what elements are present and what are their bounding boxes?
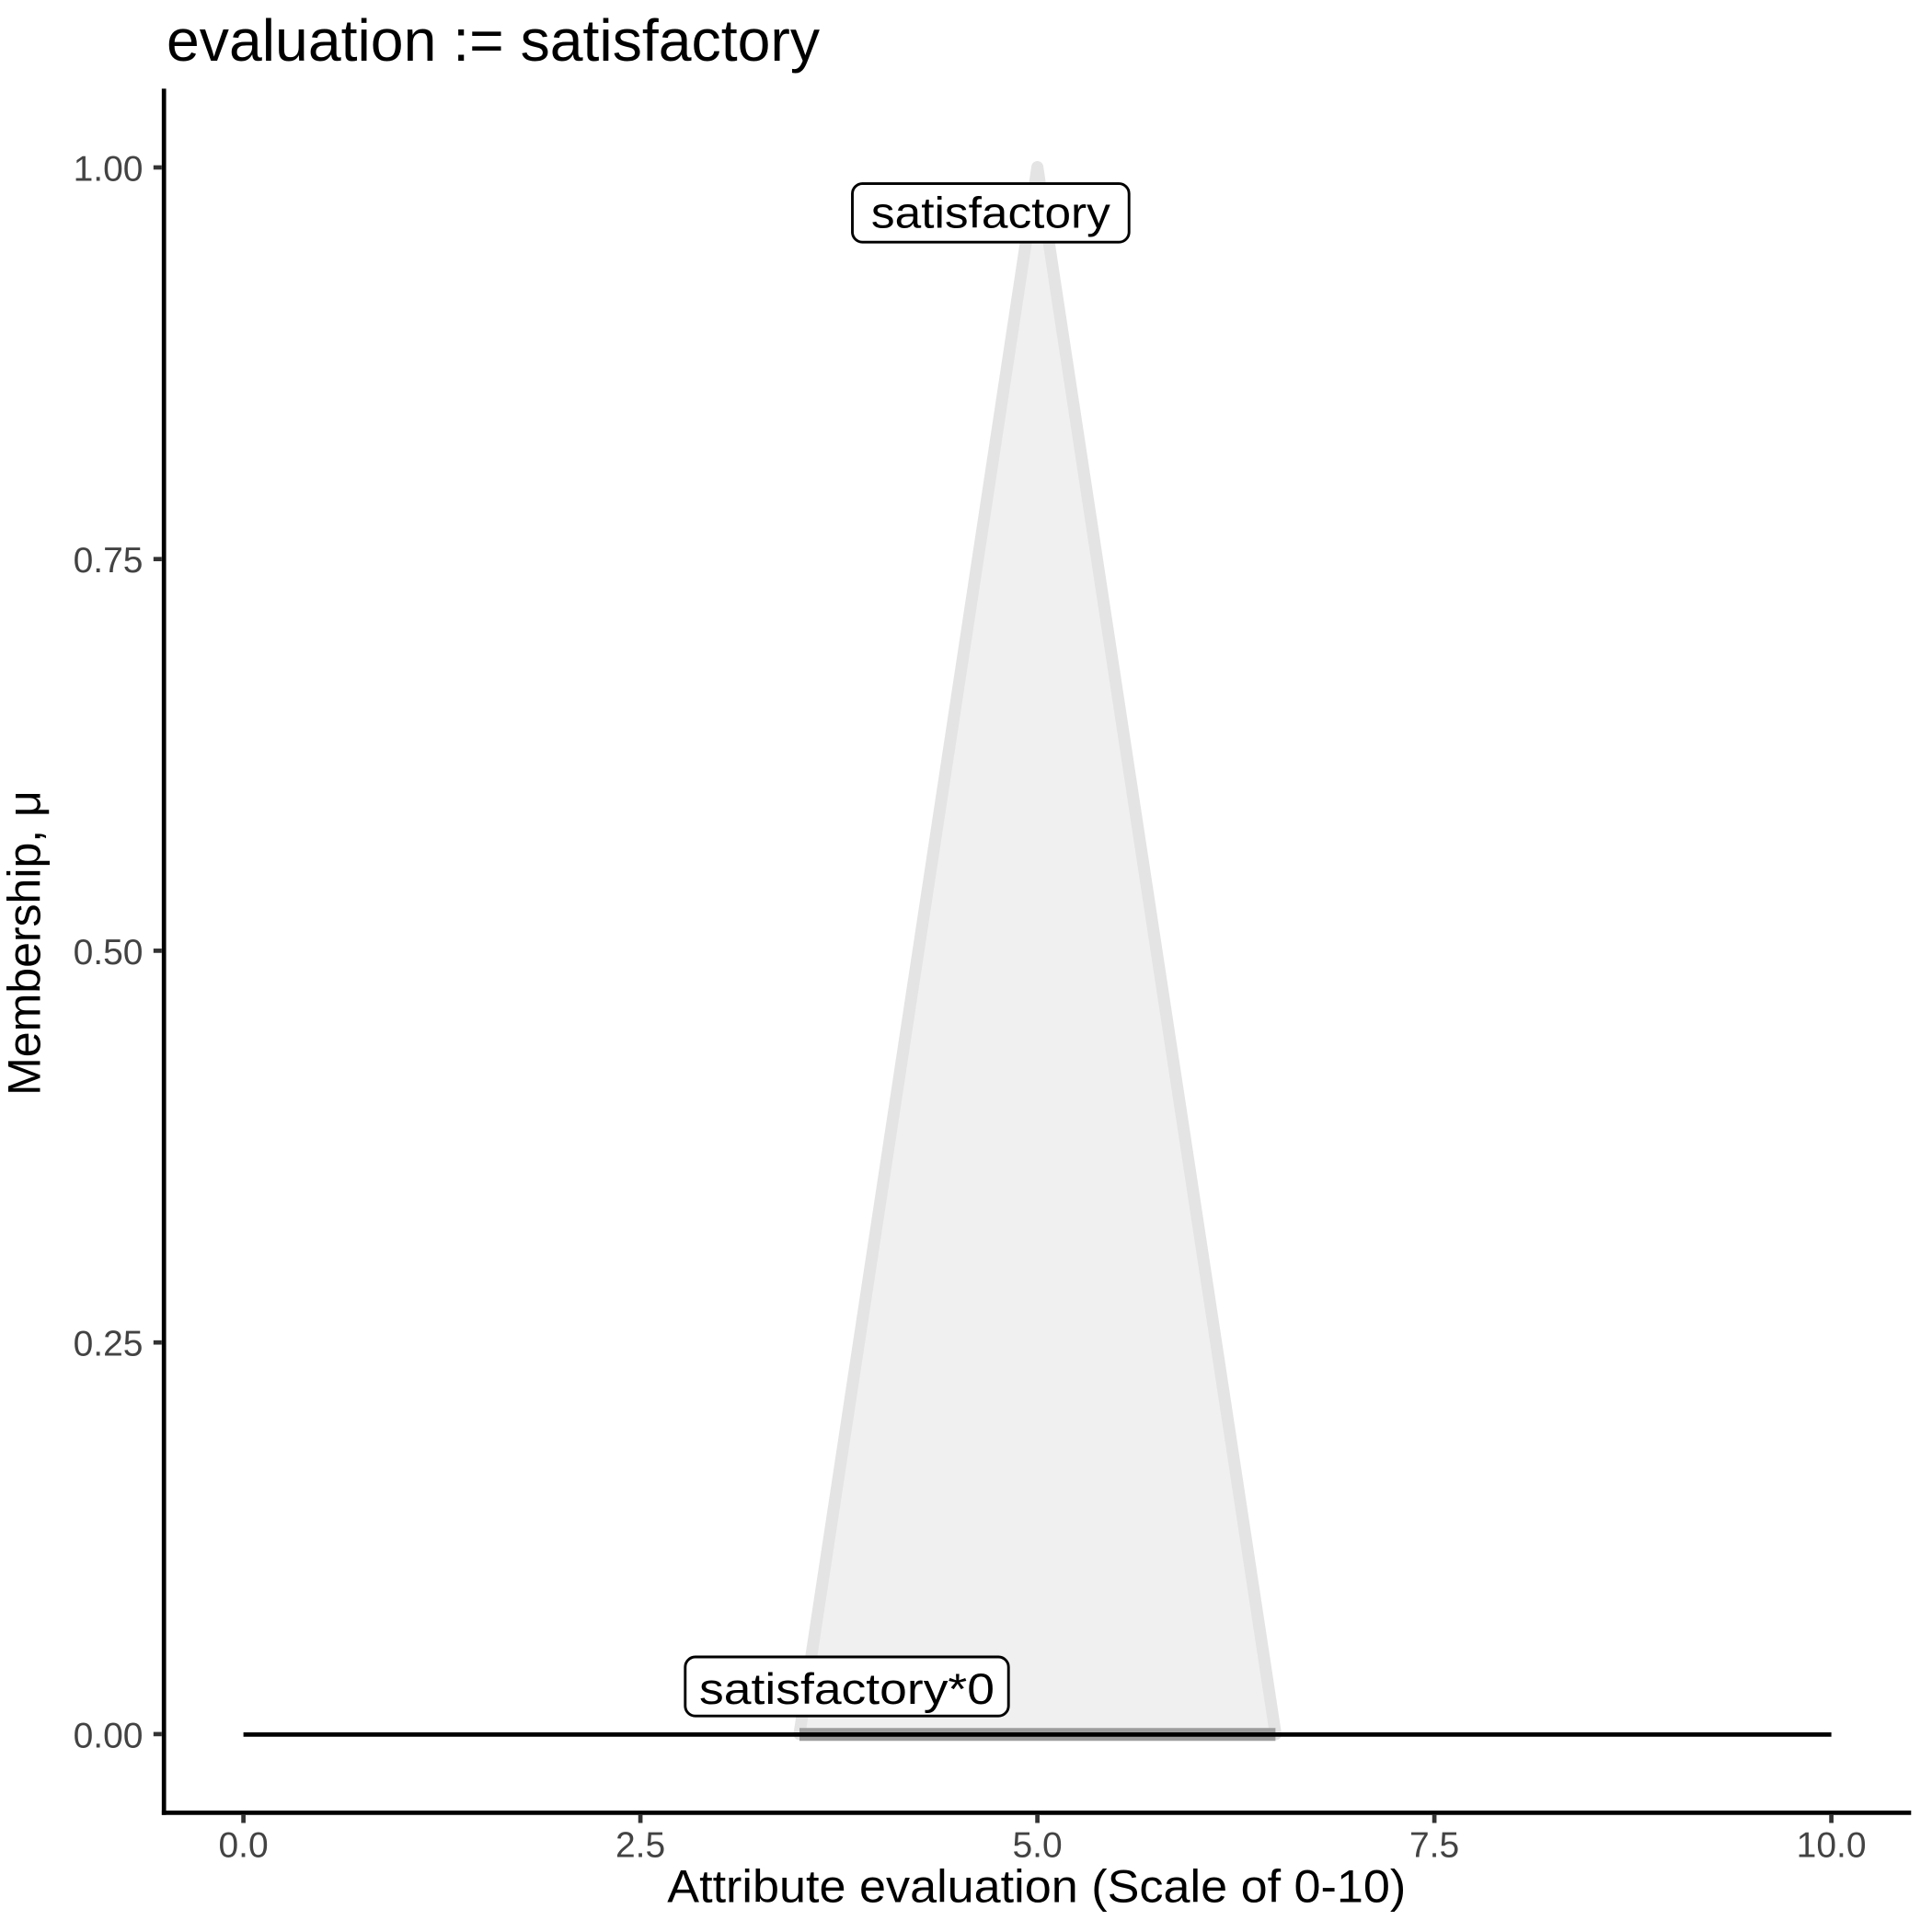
svg-text:2.5: 2.5 <box>615 1826 665 1866</box>
svg-text:satisfactory*0: satisfactory*0 <box>699 1664 995 1713</box>
svg-text:Membership, μ: Membership, μ <box>0 790 51 1096</box>
svg-text:1.00: 1.00 <box>74 150 144 190</box>
svg-text:0.25: 0.25 <box>74 1325 144 1364</box>
svg-text:0.00: 0.00 <box>74 1716 144 1755</box>
svg-text:7.5: 7.5 <box>1409 1826 1459 1866</box>
svg-text:10.0: 10.0 <box>1797 1826 1867 1866</box>
svg-text:0.75: 0.75 <box>74 541 144 581</box>
svg-text:satisfactory: satisfactory <box>871 189 1111 237</box>
svg-text:0.50: 0.50 <box>74 933 144 972</box>
svg-text:evaluation := satisfactory: evaluation := satisfactory <box>167 7 820 74</box>
svg-text:5.0: 5.0 <box>1012 1826 1062 1866</box>
svg-text:0.0: 0.0 <box>218 1826 268 1866</box>
svg-text:Attribute evaluation (Scale of: Attribute evaluation (Scale of 0-10) <box>667 1860 1406 1912</box>
